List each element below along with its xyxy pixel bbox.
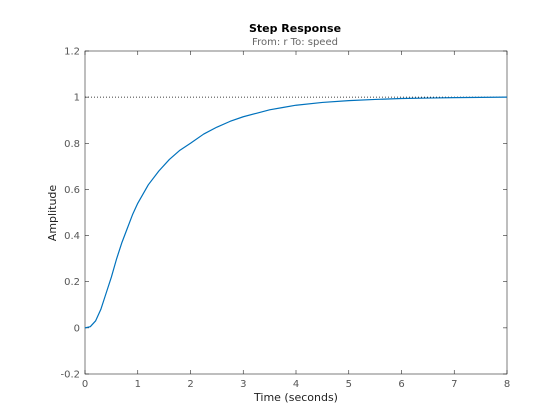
y-tick-label: 1 (74, 93, 80, 104)
x-tick-label: 7 (451, 379, 457, 390)
series-line (84, 96, 508, 329)
x-tick-label: 6 (398, 379, 404, 390)
x-tick-label: 5 (346, 379, 352, 390)
x-tick-label: 1 (135, 379, 141, 390)
x-axis-tick-labels: 0 1 2 3 4 5 6 7 8 (82, 379, 510, 390)
x-tick-label: 8 (504, 379, 510, 390)
x-tick-label: 2 (187, 379, 193, 390)
plot-area (84, 50, 508, 375)
y-axis-tick-labels: -0.2 0 0.2 0.4 0.6 0.8 1 1.2 (60, 47, 80, 381)
x-tick-label: 0 (82, 379, 88, 390)
chart-title: Step Response (249, 22, 341, 35)
y-tick-label: 0.8 (64, 139, 80, 150)
x-tick-label: 3 (240, 379, 246, 390)
x-axis-ticks (84, 51, 508, 374)
y-tick-label: 0.2 (64, 277, 80, 288)
x-tick-label: 4 (293, 379, 299, 390)
x-axis-label: Time (seconds) (253, 391, 338, 404)
y-tick-label: 0.4 (64, 231, 80, 242)
y-tick-label: 1.2 (64, 47, 80, 58)
chart-subtitle: From: r To: speed (252, 37, 338, 48)
y-axis-label: Amplitude (46, 185, 59, 242)
y-tick-label: 0 (74, 323, 80, 334)
y-tick-label: 0.6 (64, 185, 80, 196)
y-tick-label: -0.2 (60, 370, 80, 381)
